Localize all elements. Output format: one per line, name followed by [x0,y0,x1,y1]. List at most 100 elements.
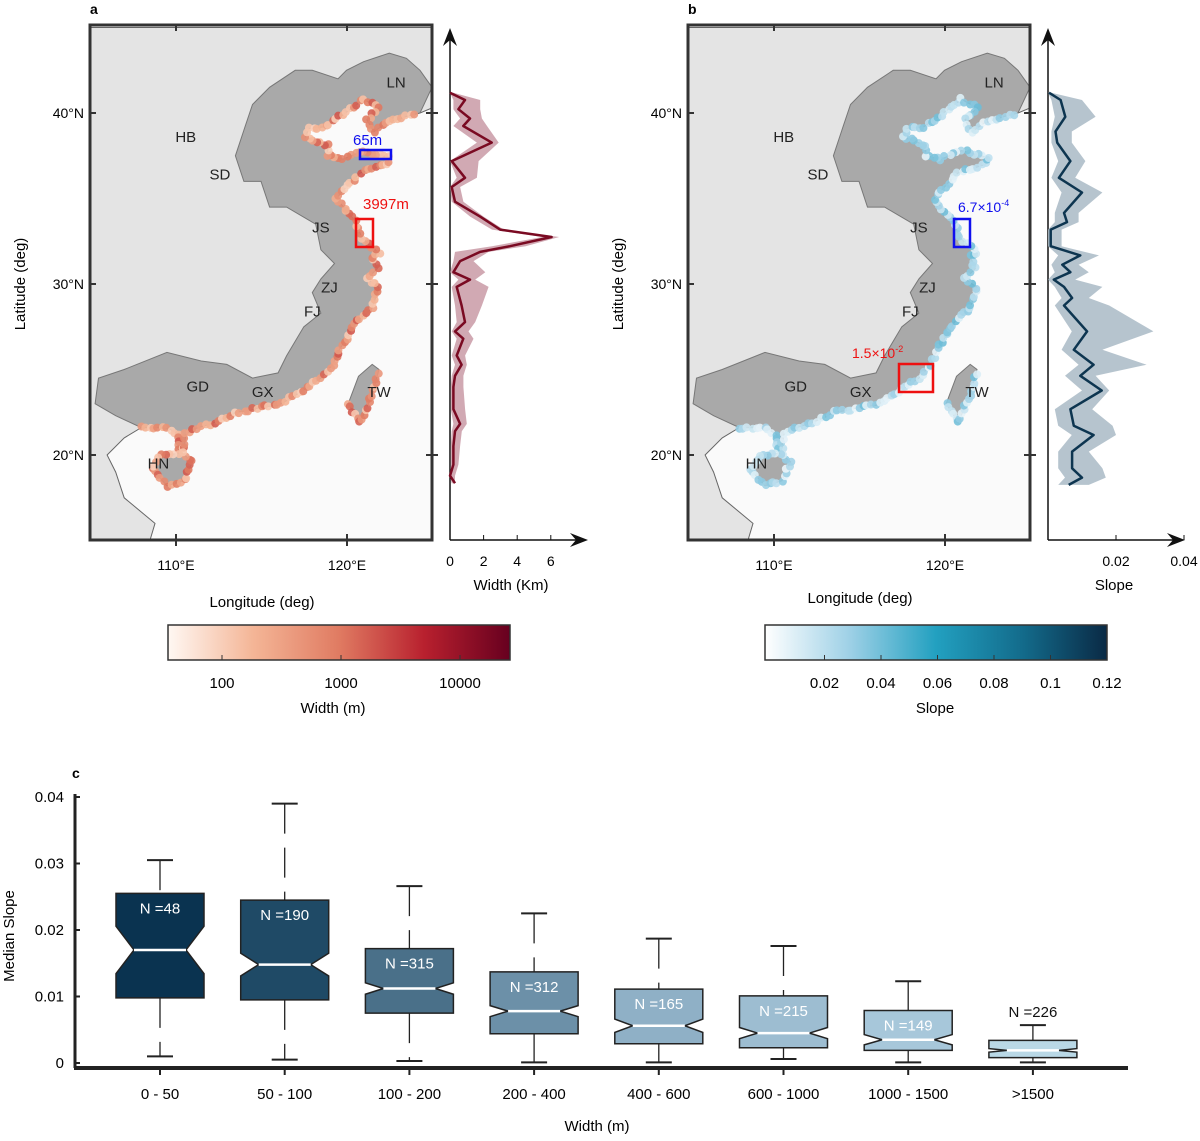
boxplot-y-tick-label: 0.01 [35,989,64,1006]
category-label: 200 - 400 [502,1086,565,1103]
profile-band [450,93,559,484]
panel-label-a: a [90,1,98,17]
longitude-label-a: Longitude (deg) [209,594,314,611]
map-panel-b [688,25,1030,541]
max-width-annotation: 3997m [363,196,409,213]
province-label-gd: GD [186,379,209,396]
slope-colorbar-label: Slope [916,700,954,717]
province-label-zj: ZJ [919,280,936,297]
coast-point [973,370,981,378]
category-label: 600 - 1000 [748,1086,820,1103]
n-label: N =190 [260,907,309,924]
profile-x-tick-label: 0.02 [1102,553,1129,569]
slope-profile-xlabel: Slope [1095,577,1133,594]
province-label-hb: HB [175,129,196,146]
province-label-fj: FJ [304,303,321,320]
width-colorbar-label: Width (m) [301,700,366,717]
lat-tick-label: 20°N [53,447,84,463]
province-label-ln: LN [984,74,1003,91]
coast-point [235,409,243,417]
panel-label-c: c [72,765,80,781]
lat-tick-label: 40°N [53,105,84,121]
profile-x-tick-label: 2 [480,553,488,569]
province-label-gd: GD [784,379,807,396]
boxplot-y-tick-label: 0.03 [35,856,64,873]
province-label-gx: GX [850,384,872,401]
province-label-ln: LN [386,74,405,91]
colorbar-tick-label: 0.06 [923,675,952,692]
coast-point [410,110,418,118]
lat-tick-label: 20°N [651,447,682,463]
province-label-hn: HN [148,456,170,473]
boxplot-ylabel: Median Slope [1,890,18,982]
longitude-label-b: Longitude (deg) [807,590,912,607]
category-label: 50 - 100 [257,1086,312,1103]
category-label: 400 - 600 [627,1086,690,1103]
profile-x-tick-label: 4 [513,553,521,569]
lon-tick-label: 110°E [755,557,792,573]
province-label-zj: ZJ [321,280,338,297]
profile-x-tick-label: 0.04 [1170,553,1197,569]
latitude-label-b: Latitude (deg) [610,238,627,331]
width-profile: 0 2 4 6 [443,28,588,569]
province-label-js: JS [910,220,928,237]
width-profile-xlabel: Width (Km) [474,577,549,594]
panel-label-b: b [688,1,697,17]
lon-tick-label: 120°E [926,557,964,573]
boxplot: 0 0.01 0.02 0.03 0.04 0 - 50 N =48 50 - 100 N =1… [35,789,1128,1103]
province-label-sd: SD [808,167,829,184]
colorbar-tick-label: 0.04 [866,675,895,692]
coast-point [985,154,993,162]
province-label-sd: SD [210,167,231,184]
lon-tick-label: 120°E [328,557,366,573]
lat-tick-label: 30°N [651,276,682,292]
box-7 [989,1040,1077,1057]
colorbar-tick-label: 0.1 [1040,675,1061,692]
profile-x-tick-label: 0 [446,553,454,569]
lat-tick-label: 40°N [651,105,682,121]
coast-point [1010,111,1018,119]
colorbar-tick-label: 0.08 [979,675,1008,692]
province-label-js: JS [312,220,330,237]
category-label: 1000 - 1500 [868,1086,948,1103]
min-width-annotation: 65m [353,132,382,149]
boxplot-y-tick-label: 0 [56,1055,64,1072]
category-label: 100 - 200 [378,1086,441,1103]
n-label: N =165 [634,996,683,1013]
latitude-label-a: Latitude (deg) [12,238,29,331]
n-label: N =226 [1009,1004,1058,1021]
province-label-hn: HN [746,456,768,473]
province-label-tw: TW [367,384,391,401]
boxplot-xlabel: Width (m) [565,1118,630,1135]
map-panel-a [90,25,432,541]
colorbar-tick-label: 10000 [439,675,481,692]
n-label: N =149 [884,1017,933,1034]
slope-colorbar [765,625,1107,660]
colorbar-tick-label: 100 [209,675,234,692]
province-label-fj: FJ [902,303,919,320]
category-label: 0 - 50 [141,1086,179,1103]
lat-tick-label: 30°N [53,276,84,292]
n-label: N =315 [385,956,434,973]
province-label-hb: HB [773,129,794,146]
category-label: >1500 [1012,1086,1054,1103]
coast-point [947,151,955,159]
coast-point [375,370,383,378]
lon-tick-label: 110°E [157,557,194,573]
profile-x-tick-label: 6 [547,553,555,569]
boxplot-y-tick-label: 0.02 [35,922,64,939]
colorbar-tick-label: 1000 [324,675,357,692]
n-label: N =48 [140,900,180,917]
province-label-gx: GX [252,384,274,401]
colorbar-tick-label: 0.12 [1092,675,1121,692]
slope-profile: 0.02 0.04 [1041,28,1198,569]
colorbar-tick-label: 0.02 [810,675,839,692]
width-colorbar [168,625,510,660]
coast-point [264,402,272,410]
n-label: N =312 [510,979,559,996]
province-label-tw: TW [965,384,989,401]
boxplot-y-tick-label: 0.04 [35,789,64,806]
n-label: N =215 [759,1003,808,1020]
